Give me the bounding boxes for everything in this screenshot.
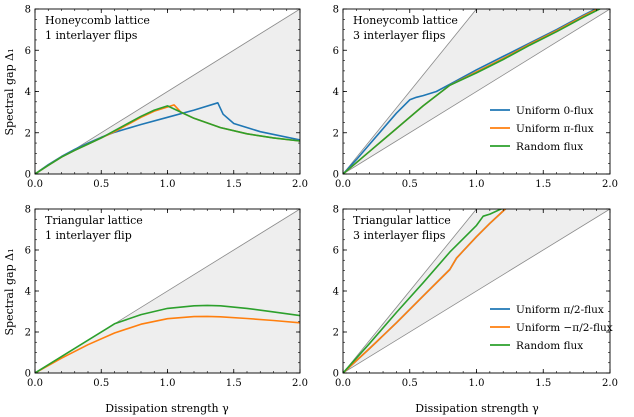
panel-triangular-1-flip: 0.0 0.5 1.0 1.5 2.0 0 2 4 6 8 Triangular lattice 1 … — [25, 205, 308, 390]
y-tick-label: 2 — [333, 128, 339, 139]
x-tick-label: 1.0 — [469, 378, 485, 389]
x-tick-label: 0.0 — [335, 179, 351, 190]
y-tick-label: 0 — [25, 369, 31, 380]
y-tick-label: 0 — [333, 369, 339, 380]
x-tick-label: 0.5 — [402, 378, 418, 389]
x-tick-label: 0.0 — [27, 179, 43, 190]
x-tick-label: 1.5 — [535, 378, 551, 389]
series-line-blue — [343, 9, 598, 174]
y-tick-label: 0 — [25, 170, 31, 181]
y-tick-label: 8 — [333, 5, 339, 16]
y-tick-label: 6 — [333, 246, 339, 257]
series-line-green — [35, 105, 300, 174]
x-axis-label-right: Dissipation strength γ — [415, 402, 539, 415]
y-tick-label: 4 — [333, 87, 339, 98]
legend-label: Random flux — [516, 141, 583, 153]
x-tick-label: 2.0 — [292, 179, 308, 190]
y-tick-label: 4 — [333, 287, 339, 298]
upper-bound-line — [343, 209, 478, 373]
legend-label: Uniform −π/2-flux — [516, 322, 613, 334]
panel-annotation: 1 interlayer flip — [45, 229, 132, 242]
panel-honeycomb-1-flip: 0.0 0.5 1.0 1.5 2.0 0 2 4 6 8 Honeycomb lattice 1 i… — [25, 5, 308, 191]
lower-bound-line — [343, 9, 610, 174]
y-tick-label: 2 — [25, 328, 31, 339]
panel-annotation: Honeycomb lattice — [353, 14, 458, 27]
y-tick-label: 0 — [333, 170, 339, 181]
series-line-orange — [343, 209, 507, 373]
x-tick-label: 0.5 — [93, 378, 109, 389]
x-tick-label: 1.5 — [535, 179, 551, 190]
panel-honeycomb-3-flips: 0.0 0.5 1.0 1.5 2.0 0 2 4 6 8 Honeycomb lattice 3 i… — [333, 5, 618, 191]
x-tick-label: 1.0 — [160, 378, 176, 389]
panel-annotation: 1 interlayer flips — [45, 29, 138, 42]
x-tick-label: 1.5 — [226, 378, 242, 389]
panel-annotation: Triangular lattice — [353, 214, 451, 227]
y-tick-label: 4 — [25, 287, 31, 298]
x-tick-label: 0.5 — [93, 179, 109, 190]
y-axis-label-top: Spectral gap Δ₁ — [3, 49, 16, 136]
x-tick-label: 1.0 — [160, 179, 176, 190]
legend-label: Uniform π-flux — [516, 123, 594, 135]
y-tick-label: 2 — [25, 128, 31, 139]
panel-annotation: Honeycomb lattice — [45, 14, 150, 27]
y-tick-label: 6 — [25, 246, 31, 257]
y-tick-label: 6 — [333, 46, 339, 57]
x-axis-label-left: Dissipation strength γ — [105, 402, 229, 415]
panel-annotation: 3 interlayer flips — [353, 29, 446, 42]
series-line-green — [343, 9, 602, 174]
x-tick-label: 2.0 — [602, 179, 618, 190]
y-tick-label: 8 — [333, 205, 339, 216]
series-line-green — [35, 304, 300, 373]
legend-label: Uniform 0-flux — [516, 105, 593, 117]
series-line-orange — [35, 315, 300, 373]
y-tick-label: 4 — [25, 87, 31, 98]
lower-bound-line — [343, 209, 610, 373]
y-axis-label-bottom: Spectral gap Δ₁ — [3, 249, 16, 336]
panel-annotation: Triangular lattice — [45, 214, 143, 227]
y-tick-label: 2 — [333, 328, 339, 339]
panel-annotation: 3 interlayer flips — [353, 229, 446, 242]
upper-bound-line — [343, 9, 478, 174]
y-tick-label: 6 — [25, 46, 31, 57]
legend-label: Uniform π/2-flux — [516, 304, 604, 316]
series-line-green — [343, 209, 503, 373]
x-tick-label: 0.5 — [402, 179, 418, 190]
legend-label: Random flux — [516, 340, 583, 352]
x-tick-label: 0.0 — [335, 378, 351, 389]
y-tick-label: 8 — [25, 5, 31, 16]
x-tick-label: 2.0 — [292, 378, 308, 389]
x-tick-label: 1.5 — [226, 179, 242, 190]
y-tick-label: 8 — [25, 205, 31, 216]
x-tick-label: 1.0 — [469, 179, 485, 190]
x-tick-label: 2.0 — [602, 378, 618, 389]
panel-triangular-3-flips: 0.0 0.5 1.0 1.5 2.0 0 2 4 6 8 Triangular lattice 3 … — [333, 205, 618, 390]
x-tick-label: 0.0 — [27, 378, 43, 389]
